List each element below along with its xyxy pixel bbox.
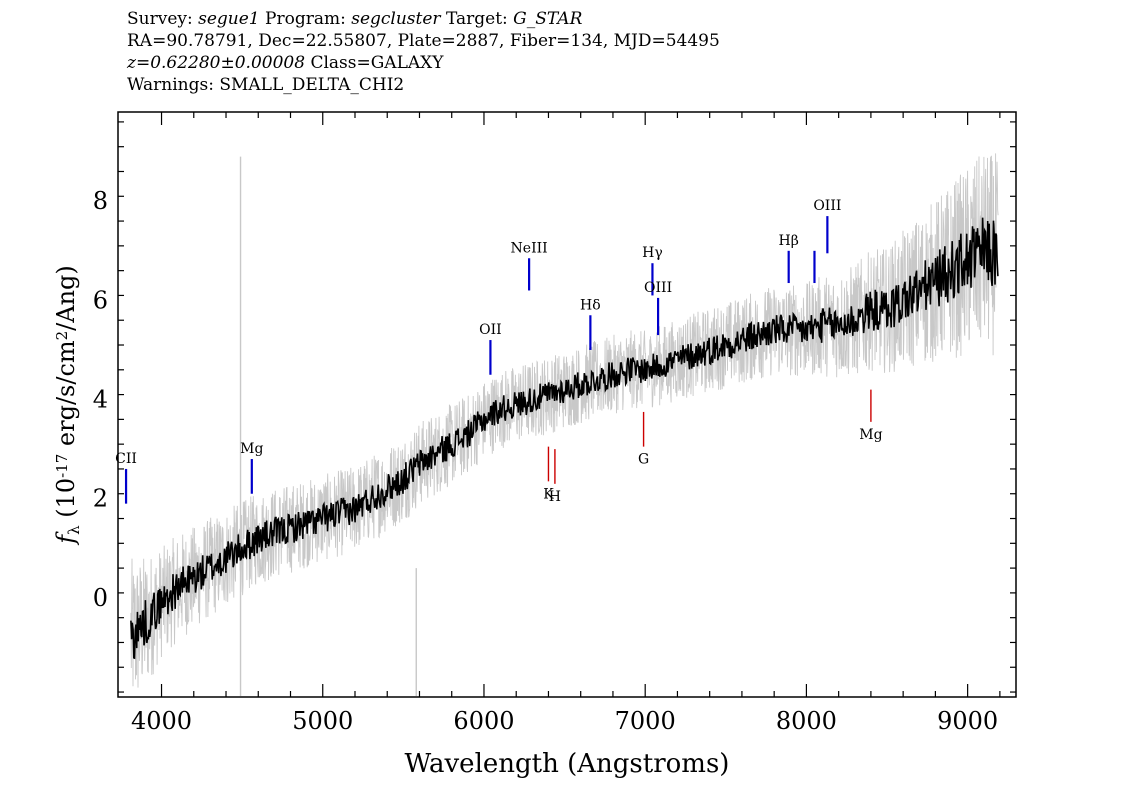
header-line-warnings: Warnings: SMALL_DELTA_CHI2 (127, 75, 405, 95)
ticks-layer (118, 112, 1016, 697)
class-value: Class=GALAXY (310, 53, 444, 73)
y-tick-label-4: 4 (93, 386, 108, 414)
emission-line-label-0: CII (115, 451, 137, 467)
header-line-coordinates: RA=90.78791, Dec=22.55807, Plate=2887, F… (127, 31, 720, 51)
y-label-part-1: λ (65, 525, 83, 535)
program-value: segcluster (351, 9, 441, 29)
y-tick-label-6: 6 (93, 286, 108, 314)
header-line-redshift: z=0.62280±0.00008 Class=GALAXY (127, 52, 1027, 74)
absorption-line-label-2: G (638, 452, 649, 468)
x-axis-label: Wavelength (Angstroms) (405, 749, 730, 779)
y-tick-label-2: 2 (93, 485, 108, 513)
flux-layer (130, 217, 999, 660)
y-tick-label-0: 0 (93, 584, 108, 612)
x-tick-label-7000: 7000 (615, 707, 676, 735)
noise-layer (130, 153, 999, 696)
emission-line-label-4: Hδ (580, 297, 601, 313)
y-label-part-6: /Ang) (52, 265, 80, 331)
y-label-part-4: erg/s/cm (52, 340, 80, 454)
program-label: Program: (265, 9, 346, 29)
x-tick-label-9000: 9000 (937, 707, 998, 735)
y-axis-label: fλ (10-17 erg/s/cm2/Ang) (52, 265, 83, 546)
survey-label: Survey: (127, 9, 193, 29)
target-label: Target: (445, 9, 508, 29)
y-tick-label-8: 8 (93, 187, 108, 215)
x-tick-label-4000: 4000 (131, 707, 192, 735)
y-label-part-3: -17 (53, 454, 71, 478)
tick-labels-layer: 4000 5000 6000 7000 8000 9000 0 2 4 6 8 (93, 187, 998, 735)
emission-line-label-7: Hβ (779, 233, 799, 249)
emission-line-label-3: NeIII (511, 240, 548, 256)
plot-header: Survey: segue1 Program: segcluster Targe… (127, 8, 1027, 96)
header-line-survey: Survey: segue1 Program: segcluster Targe… (127, 8, 1027, 30)
absorption-line-label-0: K (543, 486, 554, 502)
emission-line-label-5: Hγ (642, 245, 663, 261)
y-label-part-5: 2 (53, 331, 71, 341)
emission-line-label-1: Mg (240, 441, 263, 457)
absorption-line-label-3: Mg (859, 427, 882, 443)
absorption-line-label-1: H (549, 489, 561, 505)
y-label-part-2: (10 (52, 478, 80, 526)
line-markers-layer: CII Mg OII NeIII Hδ Hγ OIII Hβ OIII KH G Mg (115, 198, 882, 505)
flux-spectrum-path (130, 217, 999, 660)
plot-frame (117, 111, 1017, 698)
emission-line-label-9: OIII (813, 198, 841, 214)
target-value: G_STAR (513, 9, 583, 29)
x-tick-label-6000: 6000 (453, 707, 514, 735)
x-tick-label-5000: 5000 (292, 707, 353, 735)
redshift-value: z=0.62280±0.00008 (127, 53, 306, 73)
x-tick-label-8000: 8000 (776, 707, 837, 735)
survey-value: segue1 (198, 9, 260, 29)
emission-line-label-2: OII (479, 322, 502, 338)
emission-line-label-6: OIII (644, 280, 672, 296)
noise-spectrum-path (130, 153, 999, 688)
